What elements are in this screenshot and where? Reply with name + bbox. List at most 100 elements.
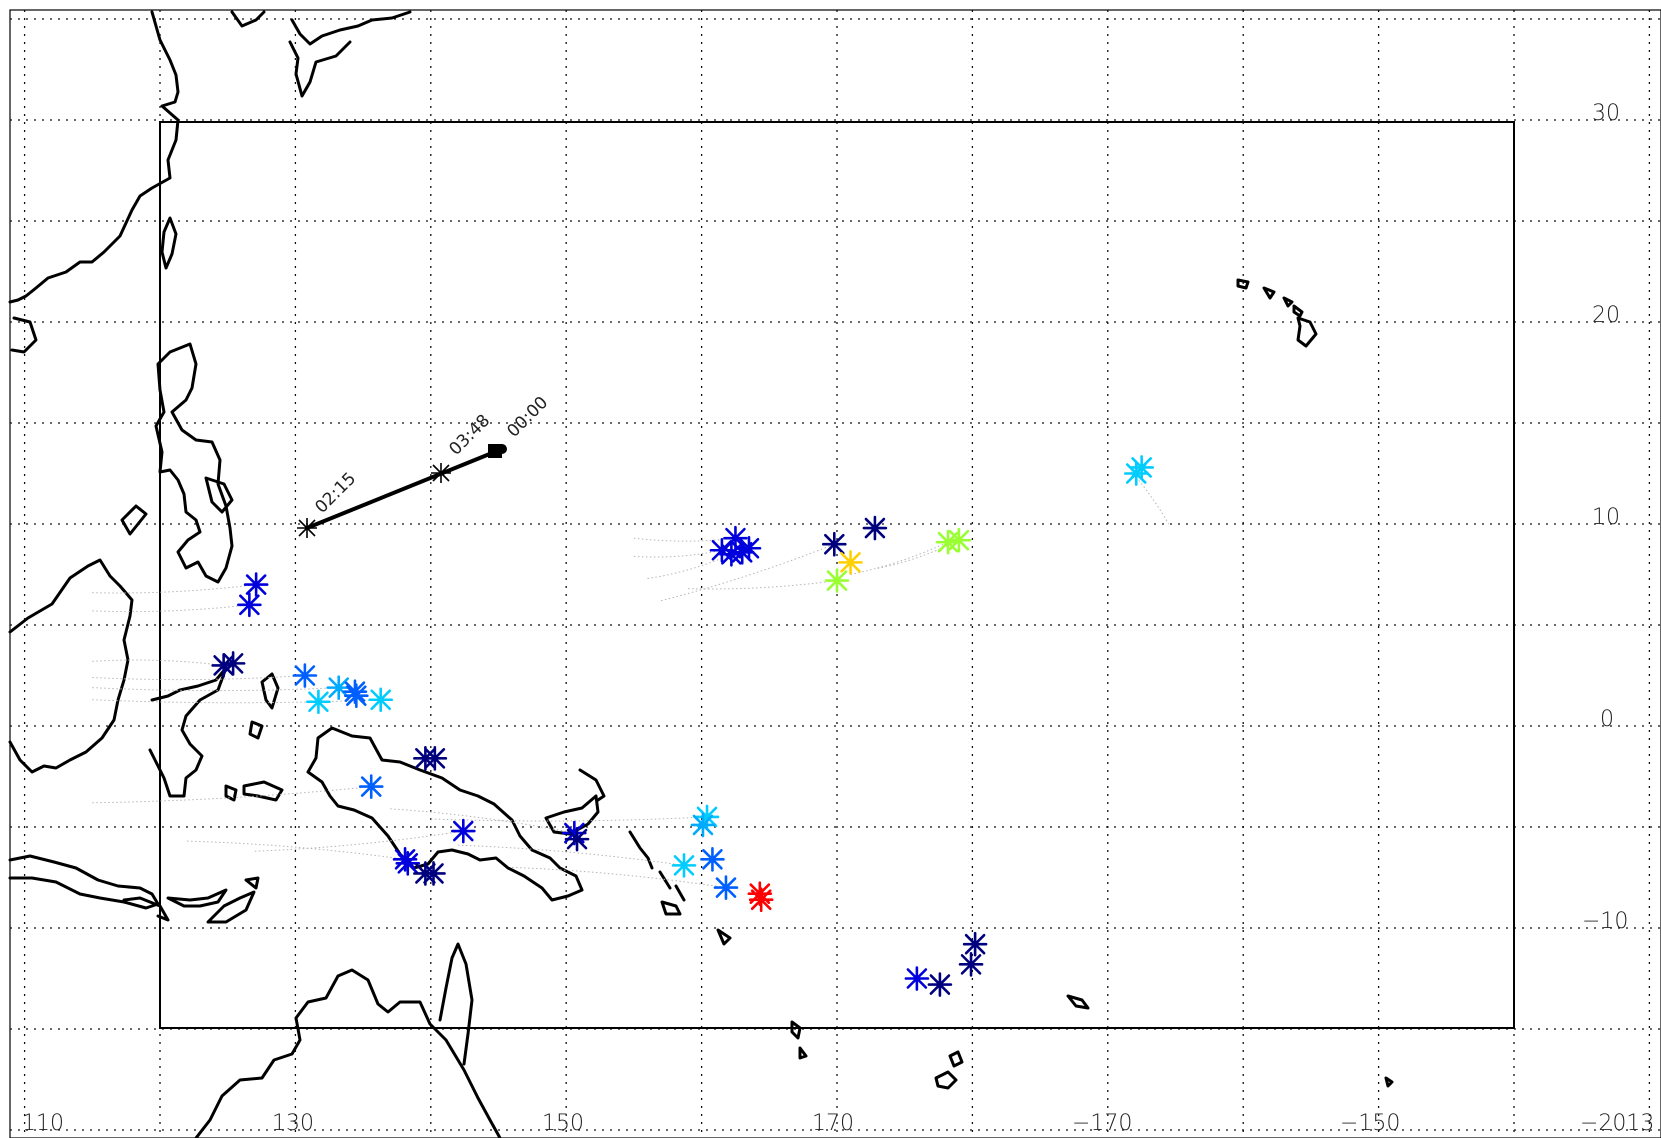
lon-label-150: 150: [542, 1111, 584, 1136]
event-marker: [422, 746, 448, 771]
coastline-new-britain: [544, 794, 600, 836]
lat-label-minus10: −10: [1582, 909, 1628, 934]
coastlines: [8, 10, 1394, 1138]
coastline-halmahera: [248, 672, 280, 740]
event-marker: [723, 525, 748, 551]
track-point-0348: [431, 463, 451, 483]
event-marker: [220, 651, 246, 676]
lat-label-30: 30: [1592, 101, 1620, 126]
coastline-hawaii: [1236, 278, 1318, 348]
trajectory-trails: [92, 471, 1170, 889]
event-marker: [838, 550, 863, 575]
event-marker: [450, 818, 476, 844]
trajectory-trail: [647, 553, 732, 580]
trajectory-trail: [457, 844, 685, 866]
event-marker: [736, 535, 762, 561]
event-marker: [958, 952, 984, 977]
event-marker: [243, 572, 269, 597]
event-marker: [935, 529, 961, 555]
coastline-philippines: [120, 342, 234, 584]
lon-label-170: 170: [812, 1111, 854, 1136]
lon-label-minus2013: −2013: [1580, 1111, 1654, 1136]
event-marker: [748, 887, 774, 913]
event-marker: [747, 881, 773, 906]
storm-track: 02:15 03:48 00:00: [297, 393, 552, 538]
coastline-new-guinea: [306, 726, 584, 902]
event-marker: [421, 861, 446, 886]
event-marker: [709, 537, 735, 563]
trajectory-trail: [430, 816, 708, 822]
trajectory-trail: [390, 808, 575, 834]
event-marker: [962, 931, 988, 957]
coastline-sulawesi: [148, 666, 228, 798]
storm-track-line: [306, 449, 498, 530]
event-marker: [946, 527, 972, 553]
coastline-new-ireland: [578, 768, 606, 802]
coastline-lesser-sunda: [166, 876, 260, 924]
event-marker: [1129, 455, 1154, 480]
event-marker: [292, 663, 318, 688]
event-marker: [927, 972, 953, 997]
coastline-island-east: [1384, 1076, 1394, 1088]
event-marker: [306, 689, 331, 715]
coastline-mainland-asia: [8, 10, 180, 304]
coastline-borneo: [8, 558, 134, 774]
event-marker: [713, 875, 739, 900]
latitude-labels: 30 20 10 0 −10: [1582, 101, 1628, 934]
coastline-hainan: [10, 316, 38, 354]
event-marker: [358, 774, 384, 799]
event-marker: [562, 820, 587, 846]
lon-label-110: 110: [22, 1111, 64, 1136]
graticule: [10, 10, 1661, 1138]
coastline-taiwan: [160, 216, 178, 270]
trajectory-trail: [633, 537, 736, 542]
trajectory-trail: [92, 584, 257, 594]
event-marker: [824, 568, 850, 593]
trajectory-trail: [254, 830, 464, 852]
event-marker: [729, 539, 755, 565]
lon-label-minus170: −170: [1072, 1111, 1132, 1136]
map-frame: [9, 9, 1661, 1138]
event-marker: [211, 653, 236, 678]
event-marker: [671, 853, 697, 878]
track-origin-dot: [497, 444, 507, 454]
coastline-seram: [224, 780, 284, 802]
trajectory-trail: [92, 699, 381, 704]
trajectory-trail: [660, 543, 835, 602]
event-marker: [690, 812, 716, 838]
trajectory-trail: [92, 659, 224, 666]
coastline-korea: [230, 10, 266, 28]
event-marker: [342, 679, 368, 704]
event-marker: [904, 966, 930, 991]
lat-label-20: 20: [1592, 303, 1620, 328]
trajectory-trail: [633, 549, 723, 558]
trajectory-trail: [512, 866, 727, 889]
event-marker: [862, 515, 888, 541]
trajectory-trail: [187, 840, 406, 860]
coastline-solomons: [628, 830, 732, 946]
track-label-0348: 03:48: [445, 411, 494, 460]
event-marker: [237, 592, 262, 618]
lon-label-130: 130: [272, 1111, 314, 1136]
coastline-fiji: [934, 1050, 964, 1090]
coastline-sumatra-java: [8, 854, 170, 922]
domain-box: [159, 121, 1515, 1029]
coastline-samoa: [1066, 994, 1090, 1010]
coastline-japan: [288, 10, 412, 98]
lat-label-0: 0: [1600, 707, 1614, 732]
lat-label-10: 10: [1592, 505, 1620, 530]
trajectory-trail: [688, 580, 838, 590]
event-marker: [326, 675, 352, 700]
lon-label-minus150: −150: [1340, 1111, 1400, 1136]
trajectory-trail: [850, 541, 949, 575]
event-markers: [211, 455, 1154, 997]
trajectory-trail: [92, 604, 250, 613]
track-label-0000: 00:00: [503, 393, 552, 442]
event-marker: [694, 804, 720, 830]
event-marker: [564, 826, 590, 852]
event-marker: [719, 541, 744, 567]
event-marker: [395, 851, 421, 876]
track-point-0215: [297, 518, 317, 538]
event-marker: [344, 683, 369, 709]
